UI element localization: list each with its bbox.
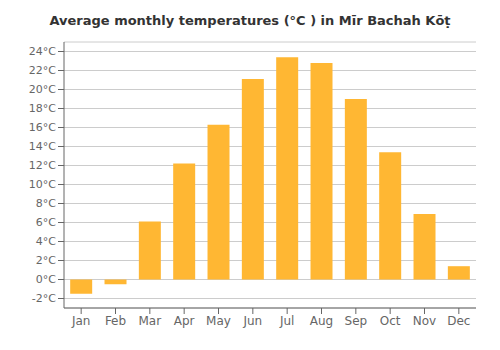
svg-text:May: May [206, 314, 231, 328]
svg-text:2°C: 2°C [36, 254, 56, 267]
svg-text:Jun: Jun [242, 314, 262, 328]
svg-text:Jan: Jan [71, 314, 91, 328]
svg-text:Oct: Oct [380, 314, 401, 328]
svg-text:Nov: Nov [413, 314, 436, 328]
svg-text:Apr: Apr [174, 314, 195, 328]
svg-text:0°C: 0°C [36, 273, 56, 286]
svg-text:Jul: Jul [279, 314, 294, 328]
svg-text:12°C: 12°C [29, 159, 56, 172]
html-text:Average monthly temperatures (: Average monthly temperatures (°C ) in Mī… [49, 13, 451, 28]
svg-text:Feb: Feb [105, 314, 126, 328]
svg-text:Sep: Sep [345, 314, 368, 328]
svg-text:24°C: 24°C [29, 45, 56, 58]
svg-text:Dec: Dec [447, 314, 470, 328]
svg-text:8°C: 8°C [36, 197, 56, 210]
svg-text:6°C: 6°C [36, 216, 56, 229]
svg-text:20°C: 20°C [29, 83, 56, 96]
svg-text:16°C: 16°C [29, 121, 56, 134]
svg-text:Aug: Aug [310, 314, 333, 328]
svg-text:4°C: 4°C [36, 235, 56, 248]
svg-text:Mar: Mar [139, 314, 162, 328]
svg-text:22°C: 22°C [29, 64, 56, 77]
svg-text:18°C: 18°C [29, 102, 56, 115]
svg-text:-2°C: -2°C [32, 292, 56, 305]
svg-text:10°C: 10°C [29, 178, 56, 191]
svg-text:14°C: 14°C [29, 140, 56, 153]
